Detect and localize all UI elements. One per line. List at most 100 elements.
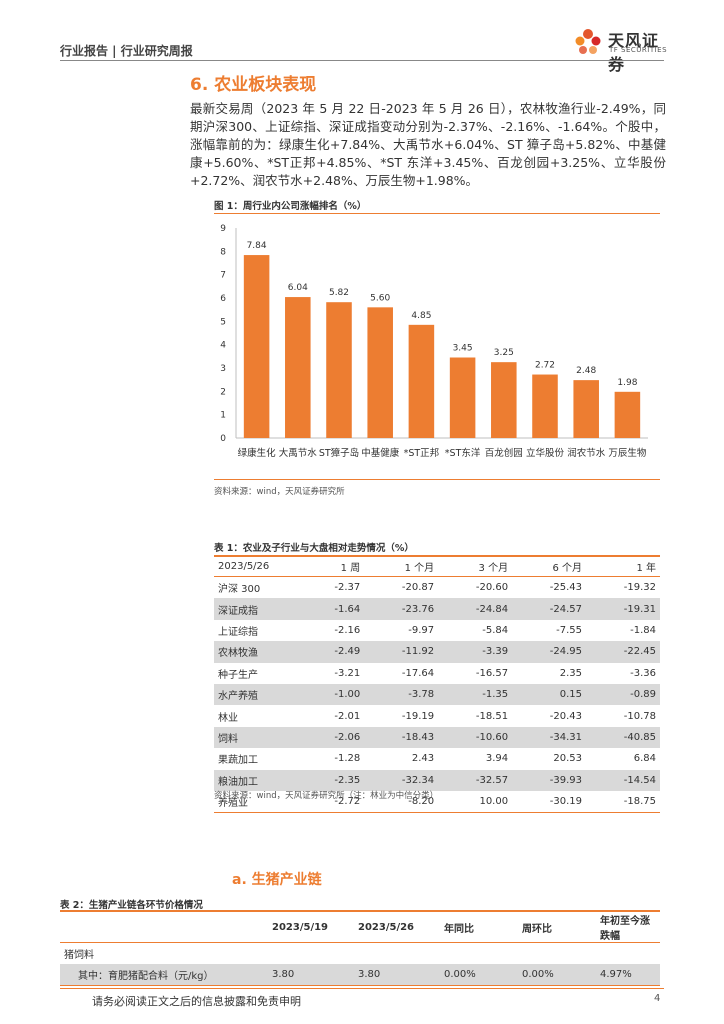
row-label: 果蔬加工 bbox=[218, 755, 258, 767]
table-cell: 10.00 bbox=[438, 790, 513, 814]
y-tick-label: 0 bbox=[220, 434, 226, 444]
table-cell: -20.43 bbox=[549, 710, 583, 722]
summary-paragraph: 最新交易周（2023 年 5 月 22 日-2023 年 5 月 26 日），农… bbox=[190, 101, 666, 188]
table-header-cell: 1 个月 bbox=[364, 555, 439, 577]
bar-value-label: 5.82 bbox=[329, 288, 349, 298]
table-cell: -14.54 bbox=[586, 769, 660, 791]
table-header-cell: 3 个月 bbox=[438, 555, 513, 577]
table-row: 农林牧渔 -2.49 -11.92 -3.39 -24.95 -22.45 bbox=[214, 641, 660, 663]
y-tick-label: 2 bbox=[220, 387, 226, 397]
table-row: 沪深 300 -2.37 -20.87 -20.60 -25.43 -19.32 bbox=[214, 577, 660, 599]
row-label: 上证综指 bbox=[218, 626, 258, 638]
row-label: 林业 bbox=[218, 712, 238, 724]
table-cell: -32.34 bbox=[364, 769, 439, 791]
bar bbox=[573, 380, 599, 438]
table-header-cell: 年同比 bbox=[440, 910, 518, 943]
table-cell: 0.00% bbox=[518, 964, 596, 986]
y-tick-label: 7 bbox=[220, 271, 226, 281]
table-cell: 2.35 bbox=[559, 667, 583, 679]
bar-value-label: 3.25 bbox=[494, 348, 514, 358]
table-cell: -24.95 bbox=[512, 641, 587, 663]
y-tick-label: 9 bbox=[220, 224, 226, 234]
x-tick-label: 万辰生物 bbox=[608, 447, 647, 459]
table-cell: -32.57 bbox=[438, 769, 513, 791]
table-cell: 6.84 bbox=[633, 753, 656, 765]
bar bbox=[449, 357, 476, 438]
table-cell: -2.01 bbox=[334, 710, 361, 722]
table-cell: -1.84 bbox=[630, 624, 656, 636]
row-label: 粮油加工 bbox=[214, 769, 302, 791]
footer-rule bbox=[60, 988, 664, 989]
table-cell: -11.92 bbox=[364, 641, 439, 663]
table1-source: 资料来源：wind，天风证券研究所（注：林业为中信分类） bbox=[214, 791, 439, 801]
table-cell: -5.84 bbox=[482, 624, 509, 636]
table-cell: -1.35 bbox=[438, 683, 513, 706]
table-row: 种子生产 -3.21 -17.64 -16.57 2.35 -3.36 bbox=[214, 663, 660, 684]
table-cell: -2.37 bbox=[334, 582, 361, 594]
table-cell: -2.35 bbox=[302, 769, 365, 791]
table-group-row: 猪饲料 bbox=[60, 943, 660, 965]
table-cell: -2.06 bbox=[302, 726, 365, 749]
row-label: 水产养殖 bbox=[214, 683, 302, 706]
table-row: 水产养殖 -1.00 -3.78 -1.35 0.15 -0.89 bbox=[214, 683, 660, 706]
table-cell: -1.64 bbox=[302, 598, 365, 620]
bar-value-label: 3.45 bbox=[453, 344, 473, 354]
table-row: 果蔬加工 -1.28 2.43 3.94 20.53 6.84 bbox=[214, 748, 660, 769]
bar-value-label: 4.85 bbox=[411, 311, 431, 321]
table-cell: -7.55 bbox=[556, 624, 583, 636]
table-cell: -1.28 bbox=[334, 753, 361, 765]
table-cell: -2.72 bbox=[302, 790, 365, 814]
table-cell: -18.51 bbox=[475, 710, 509, 722]
x-tick-label: ST獐子岛 bbox=[319, 447, 359, 459]
table-header-cell: 1 年 bbox=[586, 555, 660, 577]
row-label: 深证成指 bbox=[214, 598, 302, 620]
y-tick-label: 3 bbox=[220, 364, 226, 374]
table-cell: 其中：育肥猪配合料（元/kg） bbox=[60, 964, 268, 986]
table-cell: 4.97% bbox=[596, 964, 660, 986]
page-header: 行业报告 | 行业研究周报 天风证券 TF SECURITIES bbox=[0, 0, 724, 74]
bar-value-label: 5.60 bbox=[370, 293, 390, 303]
x-tick-label: 绿康生化 bbox=[238, 447, 277, 459]
x-tick-label: 中基健康 bbox=[361, 447, 400, 459]
y-tick-label: 8 bbox=[220, 247, 226, 257]
table-cell: -0.89 bbox=[586, 683, 660, 706]
table-cell: -19.31 bbox=[586, 598, 660, 620]
bar-value-label: 6.04 bbox=[288, 283, 308, 293]
table-cell: -18.43 bbox=[364, 726, 439, 749]
table-cell: 0.15 bbox=[512, 683, 587, 706]
bar bbox=[243, 255, 270, 438]
bar bbox=[614, 391, 641, 438]
bar bbox=[408, 324, 435, 438]
table-header-cell bbox=[60, 910, 268, 943]
relative-performance-table: 2023/5/26 1 周 1 个月 3 个月 6 个月 1 年 沪深 300 -… bbox=[214, 555, 660, 814]
table-cell: -40.85 bbox=[586, 726, 660, 749]
table-cell: -20.60 bbox=[475, 582, 509, 594]
table-header-cell: 2023/5/26 bbox=[354, 910, 440, 943]
bar-value-label: 2.72 bbox=[535, 361, 555, 371]
table-cell: -19.19 bbox=[401, 710, 435, 722]
bar-chart: 0 1 2 3 4 5 6 7 8 9 7.84 绿康生化 6.04 大禹节水 5.82 ST獐子岛 5.60 中… bbox=[220, 224, 648, 459]
table-cell: -18.75 bbox=[586, 790, 660, 814]
page-number: 4 bbox=[654, 993, 661, 1004]
row-label: 养殖业 bbox=[214, 790, 302, 814]
row-label: 农林牧渔 bbox=[214, 641, 302, 663]
x-tick-label: 大禹节水 bbox=[279, 447, 318, 459]
bar bbox=[326, 302, 352, 438]
row-label: 饲料 bbox=[214, 726, 302, 749]
table-cell: 20.53 bbox=[553, 753, 583, 765]
x-tick-label: 百龙创园 bbox=[485, 447, 523, 459]
bar bbox=[532, 374, 558, 438]
table-cell: 2.43 bbox=[411, 753, 435, 765]
table2-caption: 表 2：生猪产业链各环节价格情况 bbox=[60, 900, 203, 911]
table-cell: -10.60 bbox=[438, 726, 513, 749]
table-cell: -2.16 bbox=[334, 624, 361, 636]
table-cell: -16.57 bbox=[475, 667, 509, 679]
table-cell: -17.64 bbox=[401, 667, 435, 679]
table-cell: 0.00% bbox=[440, 964, 518, 986]
section-title: 6. 农业板块表现 bbox=[190, 75, 317, 95]
bar-value-label: 1.98 bbox=[617, 378, 637, 388]
table-row: 粮油加工 -2.35 -32.34 -32.57 -39.93 -14.54 bbox=[214, 769, 660, 791]
table-header-row: 2023/5/19 2023/5/26 年同比 周环比 年初至今涨跌幅 bbox=[60, 910, 660, 943]
figure-top-rule bbox=[214, 213, 660, 214]
y-tick-label: 5 bbox=[220, 317, 226, 327]
